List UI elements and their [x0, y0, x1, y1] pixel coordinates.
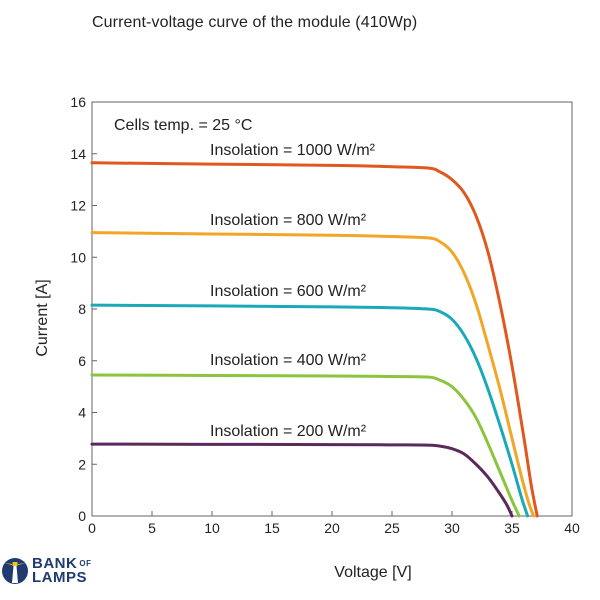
y-tick-label: 10: [70, 249, 86, 265]
series-label: Insolation = 800 W/m²: [210, 212, 367, 229]
x-tick-label: 0: [88, 520, 96, 536]
series-line: [90, 373, 521, 518]
x-axis-label: Voltage [V]: [334, 564, 411, 581]
cells-temp-annotation: Cells temp. = 25 °C: [114, 117, 252, 134]
series-label: Insolation = 400 W/m²: [210, 352, 367, 369]
y-tick-label: 14: [70, 146, 86, 162]
y-tick-label: 12: [70, 198, 86, 214]
lighthouse-icon: [2, 558, 28, 584]
y-axis-label: Current [A]: [34, 279, 51, 356]
x-tick-label: 20: [324, 520, 340, 536]
x-tick-label: 40: [564, 520, 580, 536]
series-label: Insolation = 200 W/m²: [210, 423, 367, 440]
logo-of: OF: [79, 559, 92, 568]
y-tick-label: 8: [78, 301, 86, 317]
chart-title: Current-voltage curve of the module (410…: [92, 14, 418, 31]
series-line: [90, 231, 536, 518]
x-tick-label: 15: [264, 520, 280, 536]
x-tick-label: 5: [148, 520, 156, 536]
x-tick-label: 25: [384, 520, 400, 536]
logo-line2: LAMPS: [32, 569, 87, 586]
logo-line1: BANK: [32, 555, 78, 572]
x-tick-label: 10: [204, 520, 220, 536]
x-tick-label: 30: [444, 520, 460, 536]
series-line: [90, 303, 530, 518]
y-tick-label: 16: [70, 94, 86, 110]
bank-of-lamps-logo: BANK OF LAMPS: [2, 556, 91, 586]
y-tick-label: 0: [78, 508, 86, 524]
y-tick-label: 2: [78, 456, 86, 472]
y-tick-label: 4: [78, 405, 86, 421]
y-tick-label: 6: [78, 353, 86, 369]
x-tick-label: 35: [504, 520, 520, 536]
series-line: [90, 442, 514, 518]
series-label: Insolation = 1000 W/m²: [210, 142, 376, 159]
series-label: Insolation = 600 W/m²: [210, 283, 367, 300]
series-line: [90, 161, 539, 518]
